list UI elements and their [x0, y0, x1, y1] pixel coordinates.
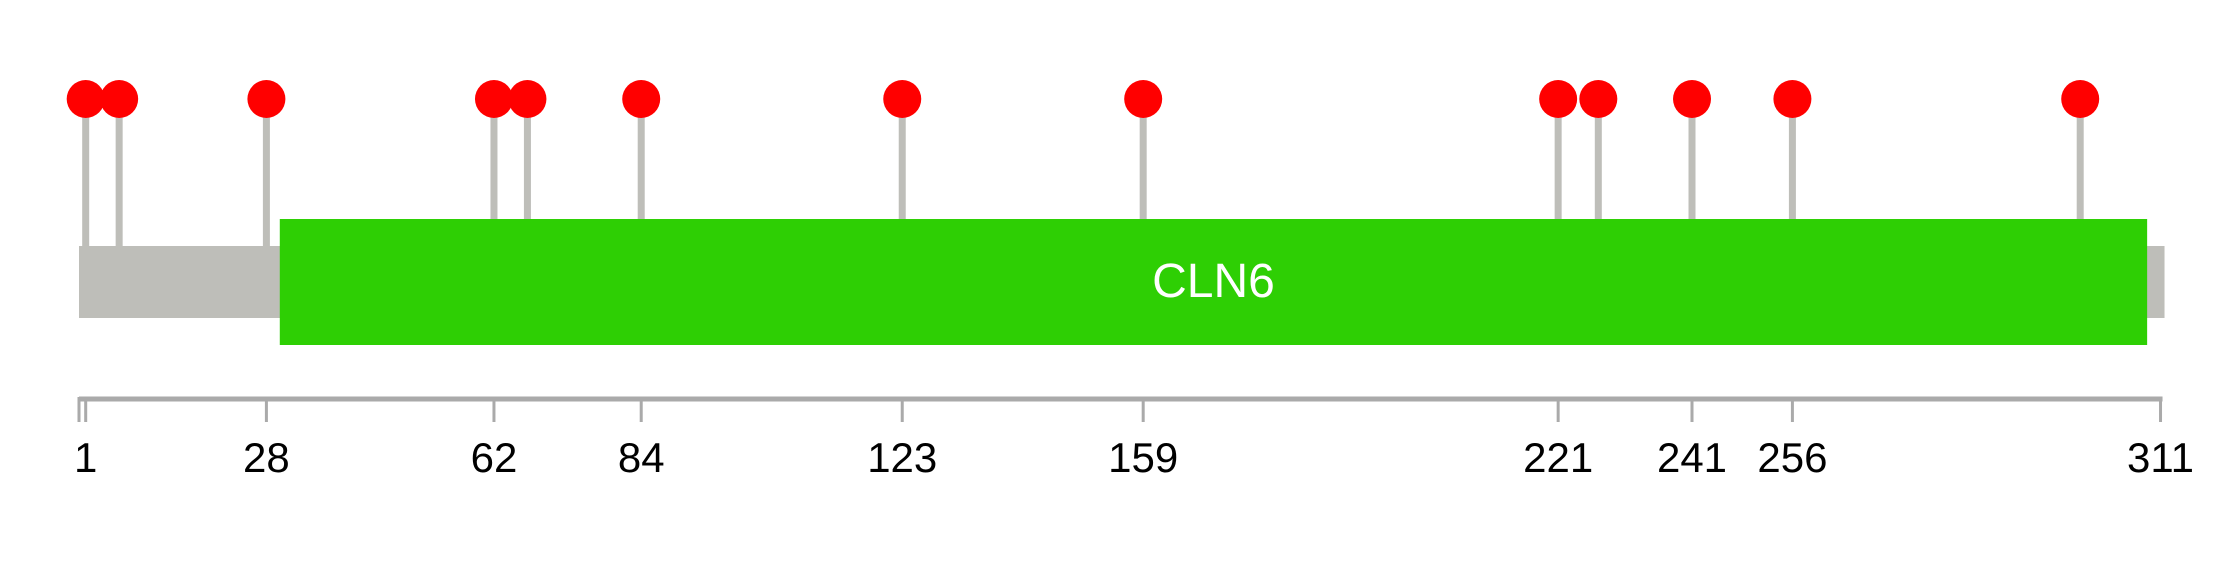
- mutation-head: [2061, 80, 2100, 118]
- axis-tick-label: 84: [618, 434, 665, 481]
- axis-tick-label: 123: [867, 434, 937, 481]
- mutation-head: [622, 80, 661, 118]
- mutation-head: [1773, 80, 1812, 118]
- mutation-head: [1673, 80, 1712, 118]
- axis-tick-label: 28: [243, 434, 290, 481]
- position-axis: 1 28 62 84 123 159 221 241 256 311: [74, 396, 2194, 481]
- mutation-head: [508, 80, 547, 118]
- mutation-head: [1579, 80, 1618, 118]
- mutation-head: [66, 80, 105, 118]
- axis-tick-label: 256: [1757, 434, 1827, 481]
- mutation-head: [247, 80, 286, 118]
- axis-tick-label: 221: [1523, 434, 1593, 481]
- mutation-head: [474, 80, 513, 118]
- domain-cln6: [279, 219, 2148, 345]
- axis-tick-label: 62: [471, 434, 518, 481]
- mutation-head: [1539, 80, 1578, 118]
- mutation-head: [883, 80, 922, 118]
- mutation-heads: [66, 80, 2100, 118]
- mutation-head: [100, 80, 139, 118]
- domain-label: CLN6: [1152, 255, 1275, 308]
- axis-tick-label: 159: [1108, 434, 1178, 481]
- axis-tick-label: 1: [74, 434, 97, 481]
- axis-tick-label: 241: [1657, 434, 1727, 481]
- axis-tick-label: 311: [2127, 434, 2194, 481]
- domains: CLN6: [279, 219, 2148, 345]
- mutation-head: [1124, 80, 1163, 118]
